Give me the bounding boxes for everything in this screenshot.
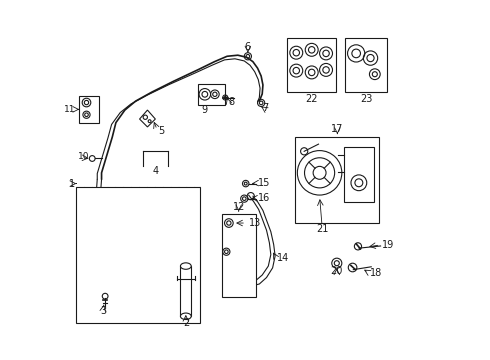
Text: 9: 9 [202, 105, 208, 115]
Bar [295, 137, 379, 223]
Text: 23: 23 [360, 94, 372, 104]
Ellipse shape [180, 263, 191, 269]
Text: 15: 15 [258, 178, 270, 188]
Bar [221, 214, 256, 297]
Text: 13: 13 [248, 218, 261, 228]
Text: 6: 6 [245, 42, 251, 52]
Bar [287, 39, 336, 92]
Text: 7: 7 [262, 103, 269, 113]
Text: 20: 20 [331, 266, 343, 276]
Bar [343, 147, 374, 202]
Bar [180, 266, 191, 316]
Text: 5: 5 [158, 126, 165, 135]
Text: 22: 22 [305, 94, 318, 104]
Bar [76, 187, 200, 323]
Text: 14: 14 [277, 253, 290, 263]
Text: 19: 19 [382, 239, 394, 249]
Ellipse shape [180, 313, 191, 319]
Text: 18: 18 [370, 268, 382, 278]
Text: 2: 2 [183, 318, 190, 328]
Text: 17: 17 [331, 124, 343, 134]
Text: 10: 10 [78, 152, 90, 161]
Text: 16: 16 [258, 193, 270, 203]
Text: 8: 8 [228, 97, 234, 107]
Text: 3: 3 [100, 306, 106, 315]
Text: 4: 4 [152, 166, 158, 176]
Bar [345, 39, 387, 92]
Text: 12: 12 [233, 202, 245, 212]
Bar [79, 96, 99, 123]
Text: 1: 1 [69, 179, 75, 189]
Bar [197, 84, 224, 105]
Text: 21: 21 [316, 225, 328, 234]
Text: 11: 11 [64, 105, 76, 114]
